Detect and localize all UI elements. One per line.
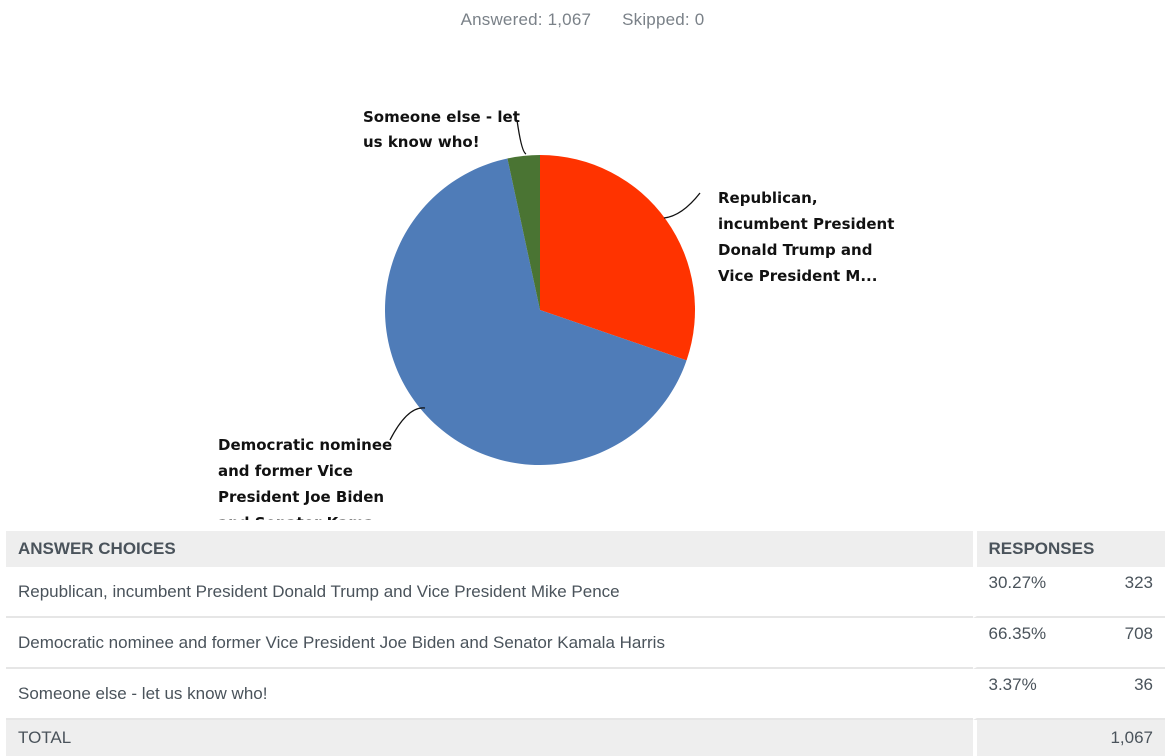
table-header-row: ANSWER CHOICES RESPONSES xyxy=(6,531,1165,567)
answer-choice: Democratic nominee and former Vice Presi… xyxy=(6,618,973,669)
response-count: 708 xyxy=(1111,618,1165,669)
total-label: TOTAL xyxy=(6,720,973,756)
pie-label-line: Someone else - let xyxy=(363,108,520,126)
response-percent: 30.27% xyxy=(973,567,1111,618)
table-row: Democratic nominee and former Vice Presi… xyxy=(6,618,1165,669)
pie-label-line: President Joe Biden xyxy=(218,488,384,506)
answered-count: Answered: 1,067 xyxy=(461,10,592,29)
pie-label-line: us know who! xyxy=(363,133,480,151)
pie-label-line: and former Vice xyxy=(218,462,353,480)
answer-choice: Someone else - let us know who! xyxy=(6,669,973,720)
leader-line xyxy=(664,193,700,218)
label-republican: Republican, incumbent President Donald Tru… xyxy=(718,189,894,285)
response-percent: 3.37% xyxy=(973,669,1111,720)
total-row: TOTAL 1,067 xyxy=(6,720,1165,756)
response-count: 36 xyxy=(1111,669,1165,720)
table-row: Republican, incumbent President Donald T… xyxy=(6,567,1165,618)
label-someone-else: Someone else - let us know who! xyxy=(363,108,520,151)
table-row: Someone else - let us know who! 3.37% 36 xyxy=(6,669,1165,720)
pie-label-line: and Senator Kama... xyxy=(218,514,391,520)
answer-choices-header: ANSWER CHOICES xyxy=(6,531,973,567)
response-count: 323 xyxy=(1111,567,1165,618)
pie-label-line: Vice President M... xyxy=(718,267,877,285)
pie-chart: Republican, incumbent President Donald Tru… xyxy=(0,60,1165,520)
pie-label-line: Donald Trump and xyxy=(718,241,872,259)
skipped-count: Skipped: 0 xyxy=(622,10,704,29)
pie-label-line: incumbent President xyxy=(718,215,894,233)
total-count: 1,067 xyxy=(973,720,1165,756)
label-democratic: Democratic nominee and former Vice Preside… xyxy=(218,436,392,520)
response-summary: Answered: 1,067 Skipped: 0 xyxy=(0,10,1165,30)
pie-label-line: Democratic nominee xyxy=(218,436,392,454)
answer-choice: Republican, incumbent President Donald T… xyxy=(6,567,973,618)
pie-chart-area: Republican, incumbent President Donald Tru… xyxy=(0,60,1165,520)
pie-label-line: Republican, xyxy=(718,189,818,207)
leader-line xyxy=(390,408,425,440)
response-percent: 66.35% xyxy=(973,618,1111,669)
responses-header: RESPONSES xyxy=(973,531,1165,567)
responses-table: ANSWER CHOICES RESPONSES Republican, inc… xyxy=(6,531,1165,756)
